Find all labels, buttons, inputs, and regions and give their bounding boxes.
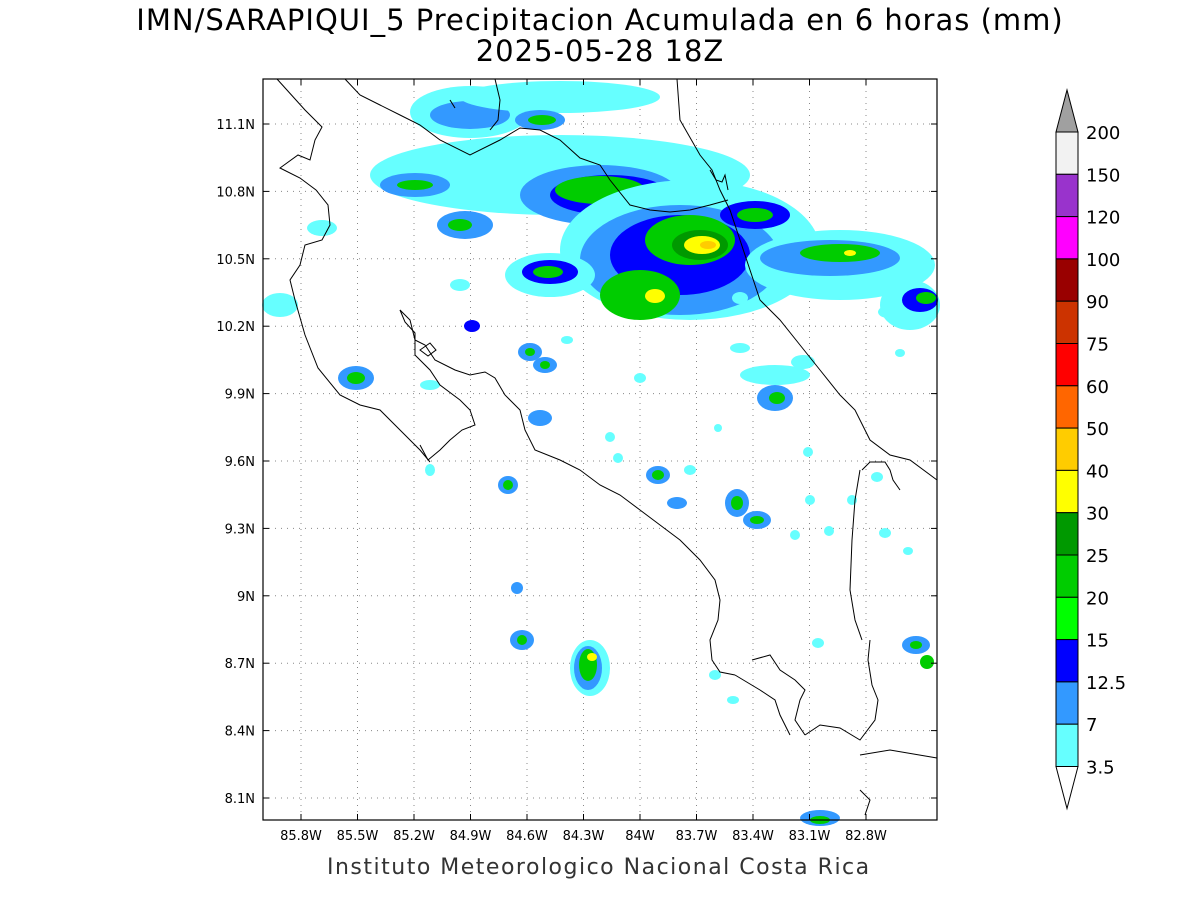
colorbar-swatch xyxy=(1055,173,1079,218)
colorbar-label: 75 xyxy=(1086,335,1109,356)
lon-label: 85.2W xyxy=(393,829,435,844)
colorbar-label: 25 xyxy=(1086,546,1109,567)
colorbar-label: 15 xyxy=(1086,631,1109,652)
colorbar-label: 120 xyxy=(1086,208,1120,229)
colorbar-over-arrow xyxy=(1055,88,1079,133)
colorbar-label: 12.5 xyxy=(1086,673,1126,694)
lat-label: 10.8N xyxy=(216,185,255,200)
colorbar-label: 200 xyxy=(1086,123,1120,144)
colorbar-label: 30 xyxy=(1086,504,1109,525)
coastline xyxy=(276,78,938,816)
lon-label: 83.7W xyxy=(676,829,718,844)
map-panel xyxy=(262,78,940,826)
colorbar-label: 60 xyxy=(1086,377,1109,398)
lon-label: 83.1W xyxy=(789,829,831,844)
axis-ticks: 85.8W 85.5W 85.2W 84.9W 84.6W 84.3W 84W 83.7W 83… xyxy=(216,79,937,844)
colorbar-label: 40 xyxy=(1086,461,1109,482)
colorbar-swatch xyxy=(1055,512,1079,556)
lon-label: 85.8W xyxy=(280,829,322,844)
colorbar-swatch xyxy=(1055,596,1079,641)
colorbar-swatch xyxy=(1055,343,1079,387)
colorbar-swatch xyxy=(1055,258,1079,302)
border-line xyxy=(344,78,729,213)
colorbar-label: 50 xyxy=(1086,419,1109,440)
lat-label: 8.4N xyxy=(225,725,255,740)
colorbar-swatch xyxy=(1055,300,1079,345)
lon-label: 85.5W xyxy=(337,829,379,844)
footer-credit: Instituto Meteorologico Nacional Costa R… xyxy=(327,855,871,880)
colorbar-swatch xyxy=(1055,723,1079,768)
colorbar-swatch xyxy=(1055,639,1079,683)
lon-label: 84W xyxy=(625,829,655,844)
lat-label: 8.7N xyxy=(225,657,255,672)
lat-label: 9.9N xyxy=(225,388,255,403)
colorbar-label: 90 xyxy=(1086,292,1109,313)
lat-label: 9.3N xyxy=(225,522,255,537)
map-title: IMN/SARAPIQUI_5 Precipitacion Acumulada … xyxy=(136,3,1064,37)
lat-label: 10.2N xyxy=(216,320,255,335)
colorbar-under-arrow xyxy=(1055,766,1079,811)
colorbar-swatch xyxy=(1055,554,1079,598)
lon-label: 82.8W xyxy=(845,829,887,844)
lon-label: 83.4W xyxy=(732,829,774,844)
colorbar-label: 3.5 xyxy=(1086,758,1115,779)
colorbar-swatch xyxy=(1055,681,1079,725)
lat-label: 11.1N xyxy=(216,118,255,133)
colorbar-swatch xyxy=(1055,131,1079,175)
colorbar: 200 150 120 100 90 75 60 50 40 30 25 20 15 12.5 7 3.5 xyxy=(1055,88,1126,811)
colorbar-label: 150 xyxy=(1086,165,1120,186)
precip-cell xyxy=(262,230,940,330)
lon-label: 84.3W xyxy=(563,829,605,844)
colorbar-label: 20 xyxy=(1086,588,1109,609)
colorbar-swatch xyxy=(1055,469,1079,514)
map-frame xyxy=(262,78,938,821)
colorbar-label: 100 xyxy=(1086,250,1120,271)
lon-label: 84.6W xyxy=(506,829,548,844)
map-datetime: 2025-05-28 18Z xyxy=(475,34,725,68)
colorbar-swatch xyxy=(1055,385,1079,429)
colorbar-swatch xyxy=(1055,216,1079,260)
colorbar-swatch xyxy=(1055,427,1079,471)
lat-label: 9N xyxy=(237,590,255,605)
lon-label: 84.9W xyxy=(450,829,492,844)
lat-label: 10.5N xyxy=(216,253,255,268)
precip-cell xyxy=(338,320,934,826)
lat-label: 9.6N xyxy=(225,455,255,470)
colorbar-label: 7 xyxy=(1086,715,1097,736)
lat-label: 8.1N xyxy=(225,792,255,807)
